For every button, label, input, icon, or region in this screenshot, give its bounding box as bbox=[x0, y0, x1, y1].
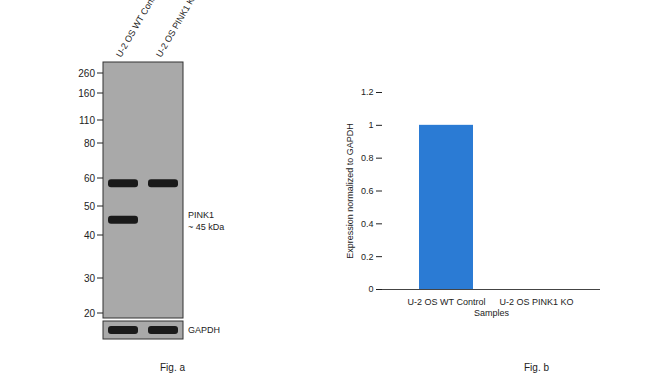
svg-text:U-2 OS PINK1 KO: U-2 OS PINK1 KO bbox=[499, 297, 573, 307]
svg-text:0.6: 0.6 bbox=[361, 186, 374, 196]
svg-text:80: 80 bbox=[84, 138, 96, 149]
svg-text:160: 160 bbox=[78, 88, 95, 99]
svg-text:50: 50 bbox=[84, 201, 96, 212]
svg-text:U-2 OS WT Control: U-2 OS WT Control bbox=[114, 0, 162, 59]
svg-text:0.2: 0.2 bbox=[361, 252, 374, 262]
svg-text:0: 0 bbox=[368, 284, 373, 294]
svg-text:40: 40 bbox=[84, 230, 96, 241]
svg-text:U-2 OS WT Control: U-2 OS WT Control bbox=[408, 297, 486, 307]
svg-text:Samples: Samples bbox=[474, 308, 510, 318]
svg-text:260: 260 bbox=[78, 68, 95, 79]
html-text:Fig. b: Fig. b bbox=[524, 362, 549, 373]
svg-text:Expression normalized to GAPDH: Expression normalized to GAPDH bbox=[345, 123, 355, 259]
svg-text:60: 60 bbox=[84, 173, 96, 184]
svg-text:30: 30 bbox=[84, 273, 96, 284]
svg-text:PINK1: PINK1 bbox=[188, 210, 214, 220]
svg-text:0.8: 0.8 bbox=[361, 153, 374, 163]
svg-text:1.2: 1.2 bbox=[361, 87, 374, 97]
svg-text:20: 20 bbox=[84, 308, 96, 319]
svg-text:0.4: 0.4 bbox=[361, 219, 374, 229]
svg-text:U-2 OS PINK1 KO: U-2 OS PINK1 KO bbox=[154, 0, 200, 59]
svg-text:GAPDH: GAPDH bbox=[188, 325, 220, 335]
svg-text:1: 1 bbox=[368, 120, 373, 130]
svg-text:110: 110 bbox=[79, 115, 95, 126]
html-text:Fig. a: Fig. a bbox=[160, 362, 185, 373]
svg-text:~ 45 kDa: ~ 45 kDa bbox=[188, 222, 224, 232]
